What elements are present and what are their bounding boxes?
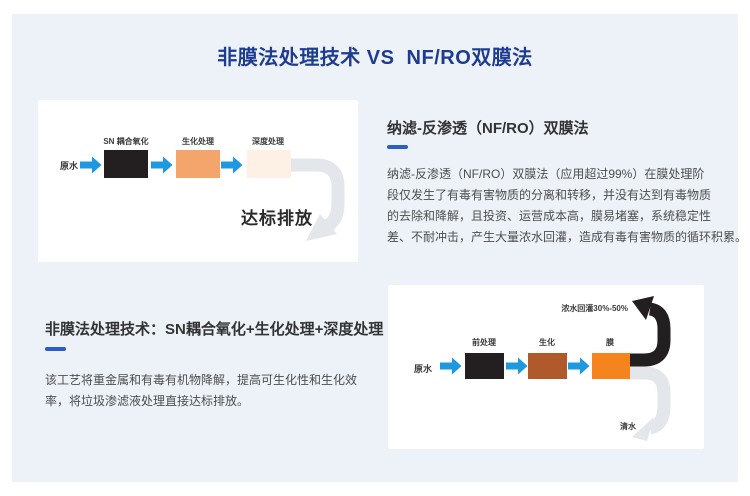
raw-water-label: 原水 <box>414 364 433 374</box>
body-line: 段仅发生了有毒有害物质的分离和转移，并没有达到有毒物质 <box>387 188 712 202</box>
body-line: 差、不耐冲击，产生大量浓水回灌，造成有毒有害物质的循环积累。 <box>387 230 748 244</box>
flow-arrow-icon <box>221 156 243 174</box>
flow-arrow-icon <box>80 156 102 174</box>
discharge-curve-arrow-icon <box>290 158 345 241</box>
step-box-biochemical <box>176 150 220 178</box>
step-box-biochemical <box>528 353 567 379</box>
step-label-advanced: 深度处理 <box>252 137 284 146</box>
concentrate-recycle-label: 浓水回灌30%-50% <box>561 304 628 313</box>
non-membrane-flow-card: SN 耦合氧化 生化处理 深度处理 原水 达标排放 <box>38 100 358 262</box>
step-label-pretreatment: 前处理 <box>472 338 496 347</box>
flow-arrow-icon <box>151 156 173 174</box>
step-label-biochemical: 生化 <box>539 338 555 347</box>
flow-arrow-icon <box>568 357 590 375</box>
nfro-section-heading: 纳滤-反渗透（NF/RO）双膜法 <box>387 120 589 137</box>
content-panel: 非膜法处理技术 VS NF/RO双膜法 SN 耦合氧化 生化处理 深度处理 原水 <box>12 14 747 482</box>
body-line: 的去除和降解，且投资、运营成本高，膜易堵塞，系统稳定性 <box>387 209 712 223</box>
step-box-sn-oxidation <box>104 150 148 178</box>
raw-water-label: 原水 <box>60 161 79 171</box>
step-box-advanced <box>247 150 291 178</box>
clean-water-label: 清水 <box>620 422 636 431</box>
step-label-sn-oxidation: SN 耦合氧化 <box>103 137 149 146</box>
body-line: 纳滤-反渗透（NF/RO）双膜法（应用超过99%）在膜处理阶 <box>387 167 705 181</box>
nfro-section-body: 纳滤-反渗透（NF/RO）双膜法（应用超过99%）在膜处理阶 段仅发生了有毒有害… <box>387 164 747 248</box>
step-label-biochemical: 生化处理 <box>182 137 214 146</box>
body-line: 率，将垃圾渗滤液处理直接达标排放。 <box>45 394 250 408</box>
membrane-flow-card: 浓水回灌30%-50% 清水 前处理 生化 膜 原水 <box>388 285 704 449</box>
step-label-membrane: 膜 <box>606 338 614 347</box>
accent-dash <box>45 347 66 351</box>
step-box-pretreatment <box>465 353 504 379</box>
non-membrane-section-body: 该工艺将重金属和有毒有机物降解，提高可生化性和生化效 率，将垃圾渗滤液处理直接达… <box>45 370 357 412</box>
body-line: 该工艺将重金属和有毒有机物降解，提高可生化性和生化效 <box>45 373 358 387</box>
non-membrane-section-heading: 非膜法处理技术：SN耦合氧化+生化处理+深度处理 <box>45 321 384 338</box>
page-title: 非膜法处理技术 VS NF/RO双膜法 <box>217 47 533 69</box>
step-box-membrane <box>592 353 630 379</box>
flow-arrow-icon <box>440 357 462 375</box>
flow-arrow-icon <box>506 357 528 375</box>
clean-water-curve-arrow-icon <box>628 366 671 441</box>
concentrate-recycle-arrow-icon <box>628 296 671 367</box>
accent-dash <box>387 145 408 149</box>
compliant-discharge-label: 达标排放 <box>241 209 313 228</box>
